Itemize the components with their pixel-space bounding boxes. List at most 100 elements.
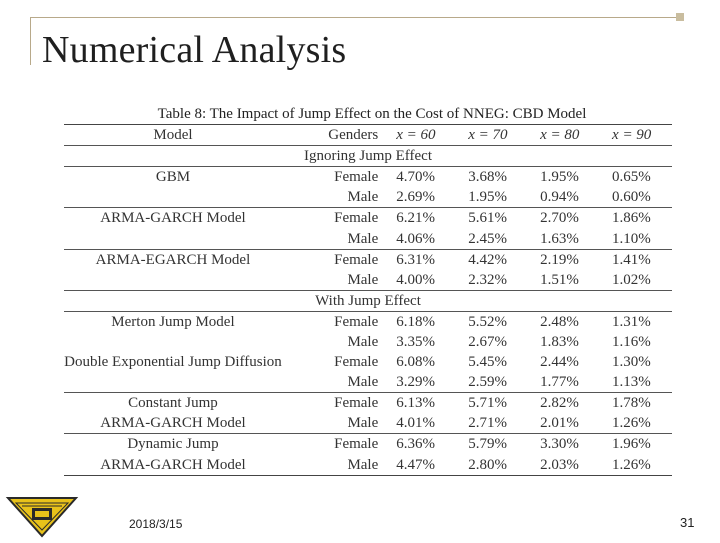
row-model: GBM (64, 166, 282, 188)
table-row: GBM Female 4.70% 3.68% 1.95% 0.65% (64, 166, 672, 188)
row-gender: Male (347, 333, 379, 350)
cell-x80: 2.03% (528, 454, 601, 476)
cell-x80: 2.48% (528, 310, 601, 332)
frame-left-rule (30, 17, 31, 65)
header-x60: x = 60 (384, 123, 457, 146)
cell-x70: 2.32% (468, 271, 507, 288)
cell-x90: 1.30% (612, 354, 651, 371)
table-row: Double Exponential Jump Diffusion Female… (64, 352, 672, 372)
cell-x60: 4.00% (396, 271, 436, 288)
row-gender: Male (281, 454, 385, 476)
cell-x70: 2.71% (468, 415, 507, 432)
header-genders: Genders (281, 123, 385, 146)
row-model: Merton Jump Model (64, 310, 282, 332)
cell-x90: 1.41% (600, 248, 672, 270)
cell-x80: 0.94% (540, 189, 579, 206)
row-model (64, 270, 282, 291)
row-model: ARMA-EGARCH Model (64, 248, 282, 270)
section-label-with: With Jump Effect (64, 289, 672, 312)
cell-x80: 3.30% (528, 433, 601, 455)
cell-x70: 2.59% (468, 374, 507, 391)
cell-x80: 2.82% (528, 392, 601, 414)
cell-x90: 1.31% (600, 310, 672, 332)
university-emblem-icon (4, 494, 80, 538)
cell-x70: 5.45% (468, 354, 507, 371)
row-model: Dynamic Jump (64, 433, 282, 455)
table-row: ARMA-GARCH Model Male 4.47% 2.80% 2.03% … (64, 454, 672, 476)
row-model: ARMA-GARCH Model (64, 207, 282, 229)
row-model (64, 372, 282, 393)
cell-x90: 1.16% (612, 333, 651, 350)
cell-x80: 1.63% (540, 230, 579, 247)
row-gender: Female (281, 207, 385, 229)
cell-x70: 5.52% (456, 310, 529, 332)
cell-x70: 2.67% (468, 333, 507, 350)
cell-x60: 3.35% (396, 333, 436, 350)
table-row: ARMA-GARCH Model Male 4.01% 2.71% 2.01% … (64, 413, 672, 434)
cell-x90: 0.65% (600, 166, 672, 188)
row-model: Double Exponential Jump Diffusion (64, 354, 282, 371)
table-row: Dynamic Jump Female 6.36% 5.79% 3.30% 1.… (64, 433, 672, 455)
cell-x90: 1.86% (600, 207, 672, 229)
table-row: Merton Jump Model Female 6.18% 5.52% 2.4… (64, 310, 672, 332)
row-gender: Male (347, 415, 379, 432)
cell-x90: 1.96% (600, 433, 672, 455)
table-row: Male 4.06% 2.45% 1.63% 1.10% (64, 228, 672, 249)
row-model: ARMA-GARCH Model (100, 415, 246, 432)
cell-x60: 4.06% (396, 230, 436, 247)
nneg-cost-table: Model Genders x = 60 x = 70 x = 80 x = 9… (64, 123, 672, 476)
table-header-row: Model Genders x = 60 x = 70 x = 80 x = 9… (64, 123, 672, 146)
cell-x70: 5.61% (456, 207, 529, 229)
cell-x60: 3.29% (396, 374, 436, 391)
table-row: Male 2.69% 1.95% 0.94% 0.60% (64, 187, 672, 208)
row-model (64, 228, 282, 249)
cell-x90: 1.26% (612, 415, 651, 432)
cell-x70: 2.80% (456, 454, 529, 476)
row-model: ARMA-GARCH Model (64, 454, 282, 476)
row-gender: Male (347, 189, 379, 206)
row-gender: Female (281, 433, 385, 455)
table-row: Constant Jump Female 6.13% 5.71% 2.82% 1… (64, 392, 672, 414)
section-label-ignoring: Ignoring Jump Effect (64, 145, 672, 167)
row-gender: Male (347, 374, 379, 391)
cell-x80: 1.95% (528, 166, 601, 188)
table-row: Male 3.35% 2.67% 1.83% 1.16% (64, 332, 672, 352)
cell-x60: 6.21% (384, 207, 457, 229)
header-model: Model (64, 123, 282, 146)
cell-x60: 6.18% (384, 310, 457, 332)
cell-x80: 2.70% (528, 207, 601, 229)
cell-x60: 4.01% (396, 415, 436, 432)
header-x80: x = 80 (528, 123, 601, 146)
cell-x70: 1.95% (468, 189, 507, 206)
cell-x80: 2.19% (528, 248, 601, 270)
cell-x80: 1.51% (540, 271, 579, 288)
table-row: Male 3.29% 2.59% 1.77% 1.13% (64, 372, 672, 393)
cell-x90: 1.26% (600, 454, 672, 476)
cell-x70: 3.68% (456, 166, 529, 188)
cell-x60: 6.08% (396, 354, 436, 371)
cell-x90: 1.02% (612, 271, 651, 288)
cell-x80: 2.01% (540, 415, 579, 432)
row-model (64, 332, 282, 352)
cell-x60: 4.47% (384, 454, 457, 476)
row-gender: Male (347, 230, 379, 247)
cell-x70: 2.45% (468, 230, 507, 247)
row-gender: Female (334, 354, 379, 371)
cell-x70: 5.79% (456, 433, 529, 455)
row-model (64, 187, 282, 208)
row-gender: Female (281, 392, 385, 414)
cell-x80: 2.44% (540, 354, 579, 371)
cell-x60: 4.70% (384, 166, 457, 188)
table-row: Male 4.00% 2.32% 1.51% 1.02% (64, 270, 672, 291)
frame-top-rule (30, 17, 680, 18)
frame-corner-mark (676, 13, 684, 21)
slide-date: 2018/3/15 (129, 517, 183, 531)
cell-x90: 1.78% (600, 392, 672, 414)
cell-x90: 1.13% (612, 374, 651, 391)
row-gender: Female (281, 248, 385, 270)
row-gender: Female (281, 166, 385, 188)
results-table: Table 8: The Impact of Jump Effect on th… (64, 104, 672, 476)
cell-x90: 0.60% (612, 189, 651, 206)
cell-x70: 5.71% (456, 392, 529, 414)
